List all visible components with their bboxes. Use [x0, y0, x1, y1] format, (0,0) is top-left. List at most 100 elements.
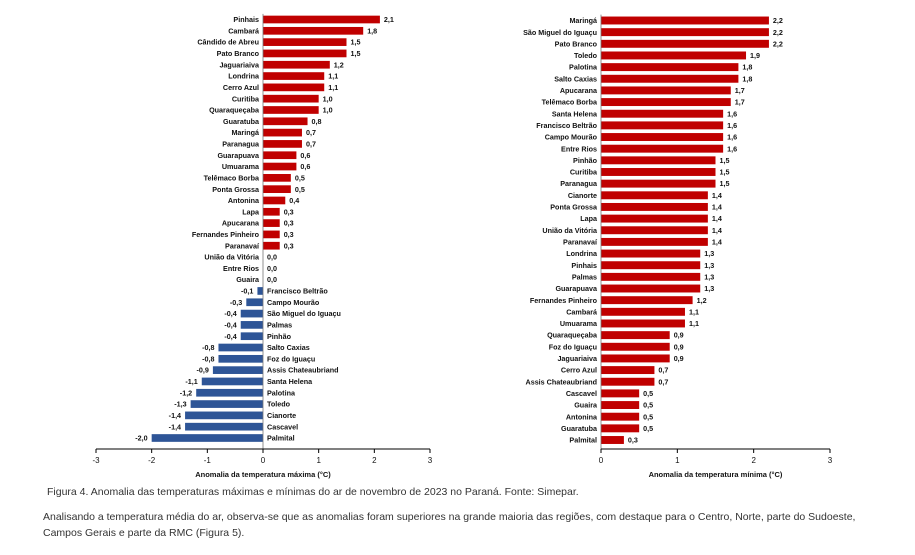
category-label: São Miguel do Iguaçu	[523, 28, 597, 37]
category-label: Paranavaí	[563, 238, 598, 247]
data-label: 1,2	[697, 296, 707, 305]
category-label: Assis Chateaubriand	[267, 366, 339, 375]
x-tick-label: 3	[828, 456, 833, 465]
bar	[212, 366, 263, 374]
category-label: Pinhão	[267, 332, 292, 341]
bar	[601, 354, 670, 363]
category-label: Toledo	[574, 51, 598, 60]
bar	[601, 168, 716, 176]
bar	[263, 128, 302, 137]
category-label: Telêmaco Borba	[204, 173, 260, 182]
data-label: -0,4	[224, 332, 236, 341]
category-label: Cianorte	[267, 411, 296, 420]
category-label: Quaraqueçaba	[547, 331, 598, 340]
bar	[601, 284, 701, 293]
data-label: -2,0	[135, 434, 147, 443]
category-label: Salto Caxias	[267, 343, 310, 352]
x-axis-title: Anomalia da temperatura mínima (°C)	[649, 470, 783, 479]
category-label: Curitiba	[570, 168, 598, 177]
data-label: -0,8	[202, 354, 214, 363]
category-label: Assis Chateaubriand	[526, 377, 598, 386]
data-label: 1,8	[367, 26, 377, 35]
x-tick-label: -2	[148, 456, 156, 465]
category-label: Paranagua	[222, 140, 260, 149]
data-label: 1,3	[704, 272, 714, 281]
category-label: Maringá	[231, 128, 260, 137]
category-label: Ponta Grossa	[212, 185, 260, 194]
bar	[601, 16, 769, 25]
bar	[185, 411, 263, 420]
data-label: 1,5	[351, 49, 361, 58]
bar	[263, 140, 302, 148]
figure-caption: Figura 4. Anomalia das temperaturas máxi…	[47, 486, 579, 498]
bar	[601, 133, 724, 141]
category-label: Cambará	[566, 307, 598, 316]
bar	[601, 389, 640, 398]
x-tick-label: 2	[372, 456, 377, 465]
category-label: Palotina	[267, 388, 296, 397]
bar	[601, 121, 724, 130]
data-label: 2,2	[773, 16, 783, 25]
bar	[601, 237, 708, 246]
data-label: 0,5	[295, 185, 305, 194]
bar	[196, 388, 263, 397]
category-label: Apucarana	[222, 219, 260, 228]
x-tick-label: 3	[428, 456, 433, 465]
bar	[601, 296, 693, 305]
category-label: Santa Helena	[552, 109, 598, 118]
category-label: Palmital	[569, 436, 597, 445]
data-label: 0,6	[300, 151, 310, 160]
data-label: 0,4	[289, 196, 299, 205]
bar	[263, 230, 280, 239]
x-tick-label: -3	[92, 456, 100, 465]
category-label: União da Vitória	[204, 253, 260, 262]
bar	[601, 28, 769, 37]
data-label: 0,7	[306, 128, 316, 137]
data-label: 0,7	[306, 140, 316, 149]
bar	[201, 377, 263, 386]
data-label: 0,9	[674, 331, 684, 340]
data-label: 0,3	[284, 207, 294, 216]
bar	[601, 144, 724, 153]
bar	[263, 219, 280, 227]
data-label: 1,4	[712, 191, 722, 200]
data-label: 1,4	[712, 226, 722, 235]
bar	[601, 191, 708, 200]
category-label: Guaira	[574, 401, 598, 410]
bar	[263, 207, 280, 216]
bar	[601, 109, 724, 118]
category-label: Jaguariaiva	[219, 60, 260, 69]
category-label: Foz do Iguaçu	[549, 342, 597, 351]
bar	[257, 287, 263, 295]
data-label: 0,3	[284, 230, 294, 239]
bar	[263, 49, 347, 58]
category-label: Antonina	[566, 412, 598, 421]
data-label: -0,8	[202, 343, 214, 352]
category-label: Foz do Iguaçu	[267, 354, 315, 363]
category-label: Telêmaco Borba	[542, 98, 598, 107]
bar	[218, 354, 263, 363]
bar	[601, 319, 685, 328]
data-label: 1,5	[351, 38, 361, 47]
category-label: Quaraqueçaba	[209, 106, 260, 115]
data-label: 1,6	[727, 109, 737, 118]
bar	[601, 202, 708, 211]
x-tick-label: 1	[675, 456, 680, 465]
category-label: Cianorte	[568, 191, 597, 200]
category-label: Apucarana	[560, 86, 598, 95]
category-label: Pato Branco	[217, 49, 260, 58]
data-label: 2,2	[773, 39, 783, 48]
bar	[263, 83, 325, 92]
data-label: 0,7	[658, 377, 668, 386]
bar	[601, 272, 701, 281]
data-label: 2,2	[773, 28, 783, 37]
data-label: 1,0	[323, 106, 333, 115]
bar	[601, 63, 739, 72]
min-temperature-anomaly-chart: Maringá 2,2 São Miguel do Iguaçu 2,2 Pato Br…	[523, 14, 833, 479]
data-label: 1,7	[735, 98, 745, 107]
bar	[190, 400, 263, 408]
data-label: 0,9	[674, 342, 684, 351]
category-label: Palotina	[569, 63, 598, 72]
category-label: Cascavel	[566, 389, 597, 398]
bar	[601, 436, 624, 444]
